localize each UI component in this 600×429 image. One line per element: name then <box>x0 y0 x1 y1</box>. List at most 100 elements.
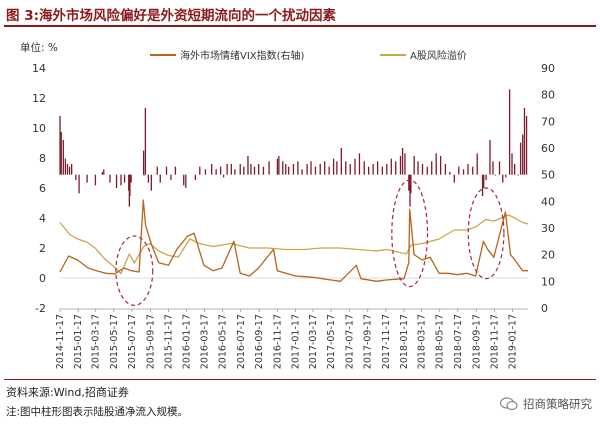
bar <box>368 166 370 175</box>
watermark-text: 招商策略研究 <box>523 397 592 411</box>
bar <box>78 174 80 194</box>
bar <box>250 164 252 175</box>
bar <box>199 166 201 175</box>
bar <box>276 158 279 175</box>
bar <box>247 156 249 175</box>
bottom-rule <box>4 379 596 380</box>
legend-item-premium: A股风险溢价 <box>380 47 467 62</box>
bar <box>319 164 321 175</box>
bar <box>494 174 496 176</box>
source-note: 资料来源:Wind,招商证券 <box>6 386 129 399</box>
x-tick-label: 2015-03-17 <box>91 314 102 369</box>
bar <box>144 108 147 175</box>
y-left-tick-label: 10 <box>32 122 46 135</box>
x-tick-label: 2016-03-17 <box>200 314 211 369</box>
bar <box>324 161 326 175</box>
bar <box>185 174 187 188</box>
bar <box>426 166 428 175</box>
bar <box>285 164 287 175</box>
highlight-ellipse <box>467 187 505 280</box>
legend-swatch-premium <box>380 53 406 56</box>
bar <box>376 161 379 175</box>
highlight-ellipse <box>391 179 429 288</box>
bar <box>243 166 245 175</box>
bar <box>86 174 88 183</box>
bar <box>68 166 71 175</box>
vix-line <box>59 199 528 282</box>
bar <box>150 174 152 191</box>
x-tick-label: 2017-03-17 <box>308 314 319 369</box>
bar <box>147 174 150 183</box>
bar <box>278 156 280 175</box>
bar <box>64 158 67 175</box>
y-left-tick-label: 2 <box>39 242 46 255</box>
y-right-tick-label: 30 <box>541 222 555 235</box>
bar <box>194 174 196 180</box>
x-tick-label: 2017-07-17 <box>344 314 355 369</box>
bar <box>120 174 122 186</box>
bar <box>165 166 168 175</box>
bar <box>349 164 351 175</box>
bar <box>142 150 145 175</box>
bar <box>390 158 392 175</box>
bar <box>314 166 317 175</box>
x-tick-label: 2016-11-17 <box>272 314 283 369</box>
y-left-tick-label: -2 <box>35 302 46 315</box>
watermark: 招商策略研究 <box>500 396 592 412</box>
bar <box>453 174 455 183</box>
bar <box>525 116 528 175</box>
footnote: 注:图中柱形图表示陆股通净流入规模。 <box>6 406 189 418</box>
wechat-icon <box>500 397 518 411</box>
axes <box>59 277 528 312</box>
x-tick-label: 2018-09-17 <box>471 314 482 369</box>
bar <box>219 166 222 175</box>
bar <box>336 161 338 175</box>
x-tick-label: 2015-05-17 <box>109 314 120 369</box>
bar <box>409 174 411 207</box>
bar <box>519 142 522 175</box>
bar <box>282 161 284 175</box>
y-left-tick-label: 0 <box>39 272 46 285</box>
bar <box>386 164 388 175</box>
x-tick-label: 2018-01-17 <box>399 314 410 369</box>
y-right-tick-label: 50 <box>541 169 555 182</box>
bar <box>115 174 118 188</box>
bar <box>59 116 61 175</box>
bar <box>421 164 424 175</box>
x-tick-label: 2018-07-17 <box>453 314 464 369</box>
bar <box>417 161 419 175</box>
bar <box>234 169 236 175</box>
x-tick-label: 2018-05-17 <box>435 314 446 369</box>
bar <box>328 166 330 175</box>
bar <box>156 166 158 175</box>
bar <box>481 174 484 196</box>
x-tick-label: 2016-07-17 <box>236 314 247 369</box>
y-right-tick-label: 0 <box>541 302 548 315</box>
bar <box>170 174 172 180</box>
bar <box>435 153 437 175</box>
bar <box>408 174 410 191</box>
bar <box>292 164 295 175</box>
x-tick-label: 2015-07-17 <box>127 314 138 369</box>
x-tick-label: 2016-09-17 <box>254 314 265 369</box>
bar <box>439 156 442 175</box>
legend-label-vix: 海外市场情绪VIX指数(右轴) <box>180 51 305 62</box>
bar <box>332 158 335 175</box>
bar <box>253 166 256 175</box>
bar <box>215 169 217 175</box>
bar <box>211 164 213 175</box>
bar <box>239 164 241 175</box>
x-tick-label: 2018-11-17 <box>489 314 500 369</box>
bar <box>444 164 447 175</box>
premium-line <box>59 214 529 275</box>
x-tick-label: 2016-05-17 <box>218 314 229 369</box>
x-tick-label: 2017-09-17 <box>363 314 374 369</box>
bar <box>508 89 511 175</box>
bar <box>226 164 228 175</box>
bar <box>431 161 433 175</box>
bar <box>462 169 465 175</box>
y-left-tick-label: 4 <box>39 212 46 225</box>
legend-label-premium: A股风险溢价 <box>410 51 467 62</box>
bar-series <box>59 89 528 207</box>
bar <box>502 174 504 183</box>
